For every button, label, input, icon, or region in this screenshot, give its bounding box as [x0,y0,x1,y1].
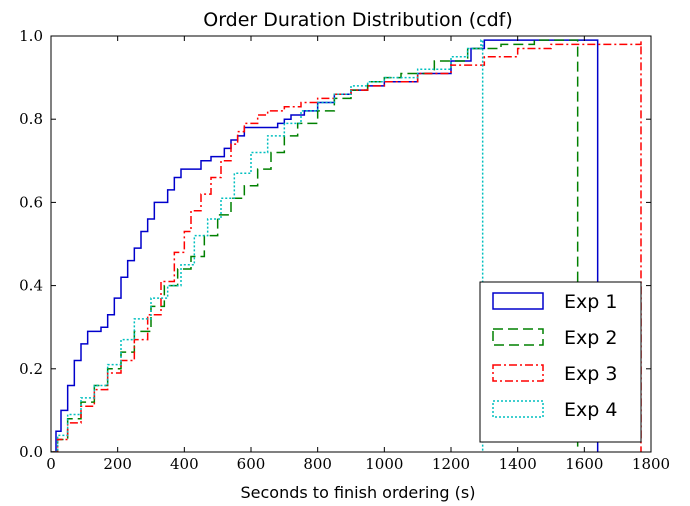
legend-label-exp-4: Exp 4 [564,399,617,421]
y-tick-label: 0.2 [19,360,43,378]
x-tick-label: 1400 [499,455,537,473]
legend-swatch-exp-1 [492,292,544,310]
x-tick-label: 0 [46,455,56,473]
legend-swatch-exp-3 [492,364,544,382]
plot-frame [50,35,652,453]
legend-swatch-exp-4 [492,400,544,418]
legend-swatch-exp-2 [492,328,544,346]
series-line-exp-4 [51,39,484,452]
y-tick-label: 0.6 [19,193,43,211]
x-tick-label: 600 [237,455,266,473]
legend-label-exp-3: Exp 3 [564,363,617,385]
x-tick-label: 1600 [565,455,603,473]
x-tick-label: 1800 [632,455,670,473]
x-tick-label: 1000 [365,455,403,473]
x-tick-label: 1200 [432,455,470,473]
chart-title: Order Duration Distribution (cdf) [203,9,513,31]
x-tick-label: 400 [170,455,199,473]
x-axis-label: Seconds to finish ordering (s) [241,483,476,502]
y-tick-label: 0.4 [19,277,43,295]
x-tick-label: 200 [103,455,132,473]
y-tick-label: 0.8 [19,110,43,128]
legend-label-exp-1: Exp 1 [564,291,617,313]
x-tick-label: 800 [303,455,332,473]
y-tick-label: 0.0 [19,443,43,461]
y-tick-label: 1.0 [19,27,43,45]
legend-label-exp-2: Exp 2 [564,327,617,349]
